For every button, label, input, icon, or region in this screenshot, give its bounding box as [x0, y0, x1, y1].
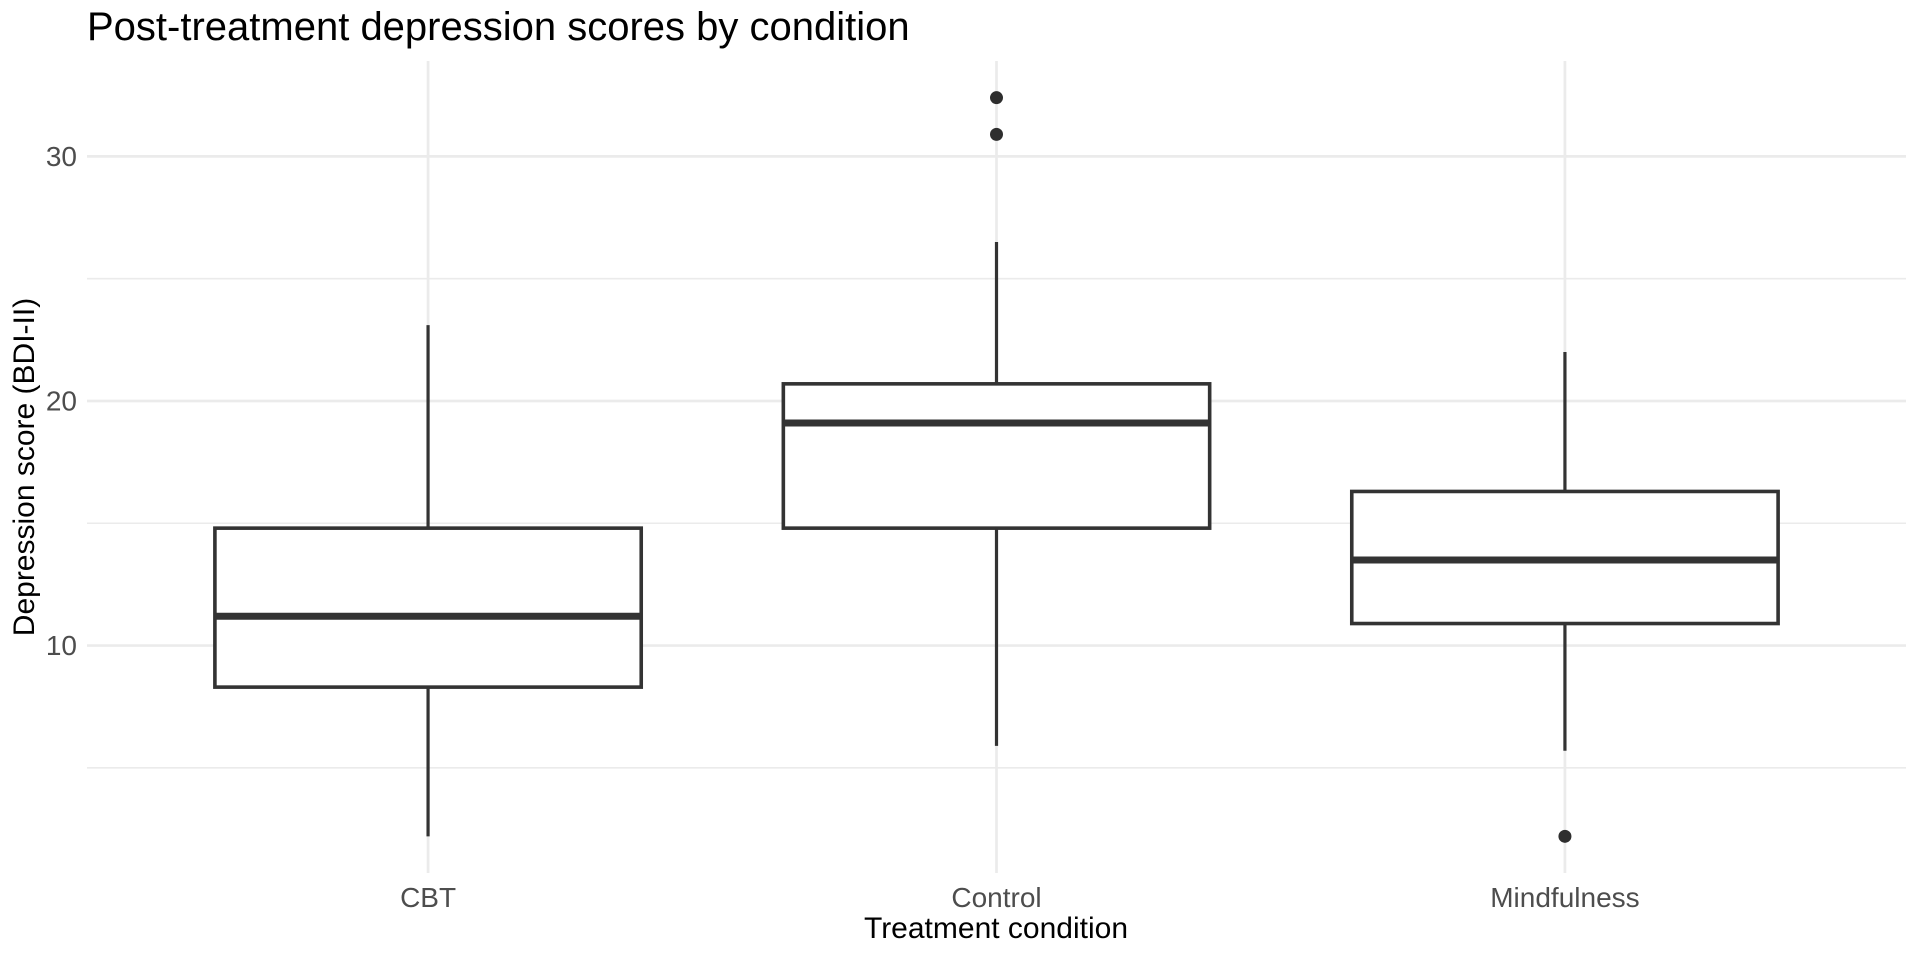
- boxplot-control: [781, 91, 1212, 746]
- iqr-box: [781, 382, 1212, 530]
- x-tick-label: Mindfulness: [1490, 882, 1639, 913]
- y-tick-label: 20: [46, 385, 77, 416]
- outlier-point: [990, 91, 1003, 105]
- boxplots-layer: [213, 91, 1780, 843]
- y-tick-label: 10: [46, 630, 77, 661]
- y-axis-tick-labels: 10 20 30: [46, 141, 77, 661]
- y-axis-title: Depression score (BDI-II): [8, 298, 41, 636]
- y-tick-label: 30: [46, 141, 77, 172]
- x-axis-tick-labels: CBT Control Mindfulness: [400, 882, 1640, 913]
- boxplot-cbt: [213, 325, 644, 837]
- chart-title: Post-treatment depression scores by cond…: [87, 5, 910, 49]
- boxplot-mindfulness: [1349, 352, 1780, 843]
- outlier-point: [1558, 829, 1572, 843]
- x-tick-label: Control: [951, 882, 1041, 913]
- iqr-box: [213, 526, 644, 689]
- x-axis-title: Treatment condition: [864, 912, 1128, 945]
- x-tick-label: CBT: [400, 882, 456, 913]
- outlier-point: [990, 127, 1003, 141]
